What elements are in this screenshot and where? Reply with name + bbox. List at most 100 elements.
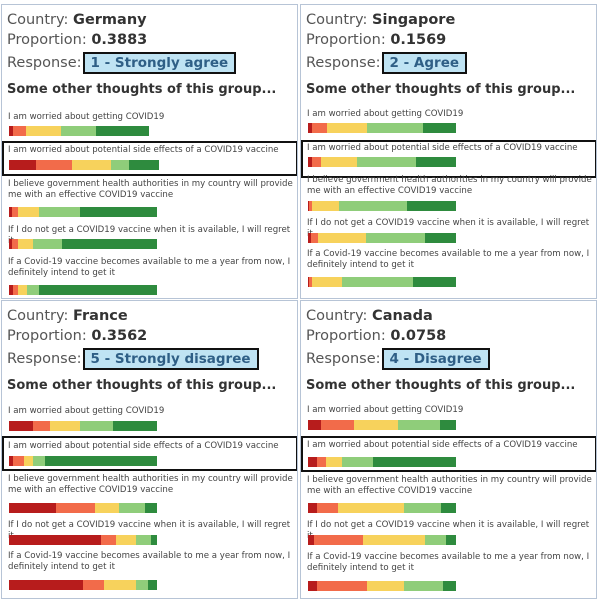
question-label: If a Covid-19 vaccine becomes available … (307, 249, 590, 270)
country-value: Singapore (372, 12, 456, 28)
neutral-segment (312, 277, 343, 287)
strongly-agree-segment (44, 456, 157, 466)
neutral-segment (17, 207, 39, 217)
strongly-disagree-segment (9, 285, 14, 295)
strongly-disagree-segment (9, 456, 14, 466)
proportion-value: 0.3562 (91, 328, 148, 344)
strongly-agree-segment (413, 277, 456, 287)
neutral-segment (17, 285, 27, 295)
agree-segment (32, 456, 45, 466)
neutral-segment (103, 580, 137, 590)
response-badge: 1 - Strongly agree (82, 52, 237, 74)
proportion-value: 0.1569 (390, 32, 447, 48)
strongly-agree-segment (38, 285, 157, 295)
response-bar (9, 239, 157, 249)
neutral-segment (367, 581, 405, 591)
disagree-segment (316, 457, 326, 467)
neutral-segment (327, 123, 368, 133)
response-bar (308, 535, 456, 545)
neutral-segment (50, 421, 81, 431)
strongly-disagree-segment (9, 160, 36, 170)
question-label: I am worried about potential side effect… (8, 145, 279, 155)
response-badge: 4 - Disagree (381, 348, 490, 370)
strongly-agree-segment (112, 421, 157, 431)
question-label: I believe government health authorities … (307, 175, 592, 196)
disagree-segment (13, 456, 24, 466)
country-value: Germany (73, 12, 147, 28)
response-bar (308, 420, 456, 430)
country-line: Country: Singapore (306, 11, 455, 29)
strongly-agree-segment (439, 420, 456, 430)
country-label: Country: (306, 12, 368, 28)
neutral-segment (23, 456, 33, 466)
strongly-agree-segment (423, 123, 456, 133)
proportion-value: 0.3883 (91, 32, 148, 48)
strongly-agree-segment (145, 503, 157, 513)
proportion-line: Proportion: 0.0758 (306, 327, 446, 345)
response-bar (308, 457, 456, 467)
strongly-agree-segment (148, 580, 157, 590)
response-bar (9, 456, 157, 466)
question-label: I am worried about potential side effect… (307, 440, 578, 450)
neutral-segment (115, 535, 137, 545)
disagree-segment (56, 503, 95, 513)
proportion-label: Proportion: (7, 32, 87, 48)
response-bar (308, 233, 456, 243)
agree-segment (342, 457, 374, 467)
panel-germany: Country: Germany Proportion: 0.3883 Resp… (1, 4, 298, 299)
response-bar (308, 277, 456, 287)
proportion-label: Proportion: (306, 32, 386, 48)
panel-singapore: Country: Singapore Proportion: 0.1569 Re… (300, 4, 597, 299)
strongly-disagree-segment (9, 503, 57, 513)
agree-segment (404, 503, 442, 513)
response-bar (9, 503, 157, 513)
country-line: Country: Canada (306, 307, 433, 325)
neutral-segment (17, 239, 33, 249)
agree-segment (365, 233, 425, 243)
strongly-agree-segment (441, 503, 456, 513)
agree-segment (136, 535, 152, 545)
response-bar (308, 201, 456, 211)
strongly-agree-segment (62, 239, 157, 249)
question-label: I believe government health authorities … (8, 179, 293, 200)
proportion-line: Proportion: 0.3562 (7, 327, 147, 345)
question-label: I am worried about getting COVID19 (8, 112, 165, 122)
other-thoughts-title: Some other thoughts of this group... (306, 378, 576, 393)
neutral-segment (72, 160, 111, 170)
agree-segment (32, 239, 63, 249)
country-line: Country: Germany (7, 11, 147, 29)
disagree-segment (310, 233, 319, 243)
strongly-disagree-segment (308, 420, 322, 430)
country-value: Canada (372, 308, 433, 324)
strongly-disagree-segment (308, 503, 317, 513)
neutral-segment (94, 503, 119, 513)
country-label: Country: (7, 12, 69, 28)
response-bar (308, 581, 456, 591)
strongly-disagree-segment (308, 157, 313, 167)
strongly-agree-segment (373, 457, 456, 467)
agree-segment (356, 157, 417, 167)
agree-segment (80, 421, 113, 431)
strongly-disagree-segment (308, 233, 311, 243)
response-bar (308, 157, 456, 167)
disagree-segment (312, 157, 322, 167)
country-line: Country: France (7, 307, 128, 325)
response-line: Response: 4 - Disagree (306, 348, 490, 370)
panel-france: Country: France Proportion: 0.3562 Respo… (1, 300, 298, 599)
disagree-segment (36, 160, 72, 170)
neutral-segment (362, 535, 425, 545)
highlight-box (2, 141, 297, 176)
disagree-segment (309, 277, 313, 287)
strongly-agree-segment (129, 160, 159, 170)
country-label: Country: (7, 308, 69, 324)
strongly-disagree-segment (308, 581, 317, 591)
disagree-segment (100, 535, 116, 545)
proportion-line: Proportion: 0.3883 (7, 31, 147, 49)
strongly-disagree-segment (308, 457, 317, 467)
highlight-box (301, 140, 596, 178)
response-bar (308, 503, 456, 513)
question-label: I believe government health authorities … (307, 475, 592, 496)
response-bar (308, 123, 456, 133)
response-line: Response: 1 - Strongly agree (7, 52, 237, 74)
highlight-box (301, 436, 596, 472)
